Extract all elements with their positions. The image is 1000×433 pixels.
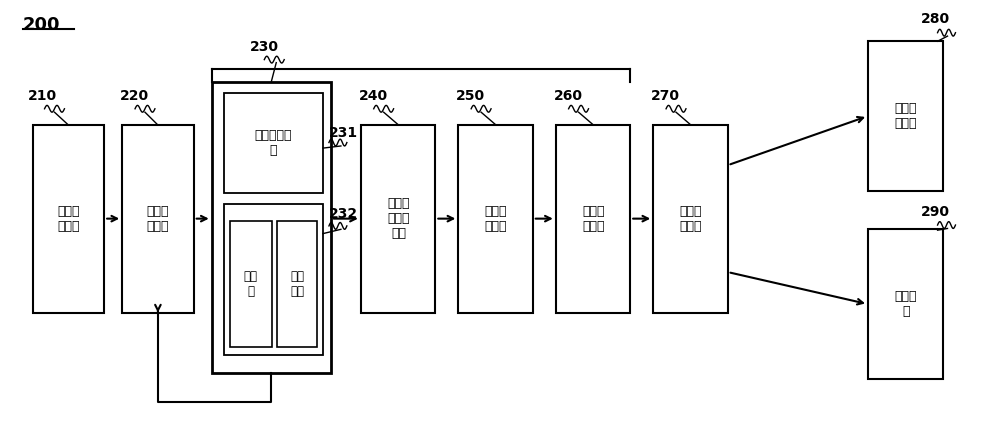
FancyBboxPatch shape bbox=[212, 82, 331, 372]
FancyBboxPatch shape bbox=[653, 125, 728, 313]
Text: 230: 230 bbox=[249, 40, 278, 54]
FancyBboxPatch shape bbox=[361, 125, 435, 313]
Text: 报警单
元: 报警单 元 bbox=[894, 290, 917, 318]
FancyBboxPatch shape bbox=[868, 41, 943, 191]
Text: 制程生
成单元: 制程生 成单元 bbox=[894, 102, 917, 130]
Text: 稀偏
仪: 稀偏 仪 bbox=[244, 270, 258, 297]
FancyBboxPatch shape bbox=[458, 125, 533, 313]
Text: 200: 200 bbox=[23, 16, 60, 34]
Text: 波长获取单
元: 波长获取单 元 bbox=[255, 129, 292, 157]
Text: 210: 210 bbox=[28, 89, 57, 103]
FancyBboxPatch shape bbox=[224, 93, 323, 193]
Text: 232: 232 bbox=[329, 207, 358, 221]
Text: 晶圆导
入单元: 晶圆导 入单元 bbox=[57, 205, 80, 233]
Text: 定标判
断单元: 定标判 断单元 bbox=[582, 205, 605, 233]
Text: 220: 220 bbox=[120, 89, 149, 103]
Text: 定标光
源设定
单元: 定标光 源设定 单元 bbox=[387, 197, 410, 240]
Text: 280: 280 bbox=[921, 12, 950, 26]
Text: 270: 270 bbox=[651, 89, 680, 103]
Text: 290: 290 bbox=[921, 205, 950, 219]
FancyBboxPatch shape bbox=[122, 125, 194, 313]
Text: 方式判
断单元: 方式判 断单元 bbox=[680, 205, 702, 233]
Text: 250: 250 bbox=[456, 89, 485, 103]
FancyBboxPatch shape bbox=[230, 221, 272, 347]
Text: 260: 260 bbox=[554, 89, 583, 103]
FancyBboxPatch shape bbox=[556, 125, 630, 313]
Text: 定标实
施单元: 定标实 施单元 bbox=[485, 205, 507, 233]
Text: 波长
记录: 波长 记录 bbox=[290, 270, 304, 297]
Text: 231: 231 bbox=[329, 126, 358, 139]
FancyBboxPatch shape bbox=[277, 221, 317, 347]
FancyBboxPatch shape bbox=[33, 125, 104, 313]
FancyBboxPatch shape bbox=[224, 204, 323, 355]
Text: 制程确
定单元: 制程确 定单元 bbox=[147, 205, 169, 233]
Text: 240: 240 bbox=[359, 89, 388, 103]
FancyBboxPatch shape bbox=[868, 229, 943, 379]
